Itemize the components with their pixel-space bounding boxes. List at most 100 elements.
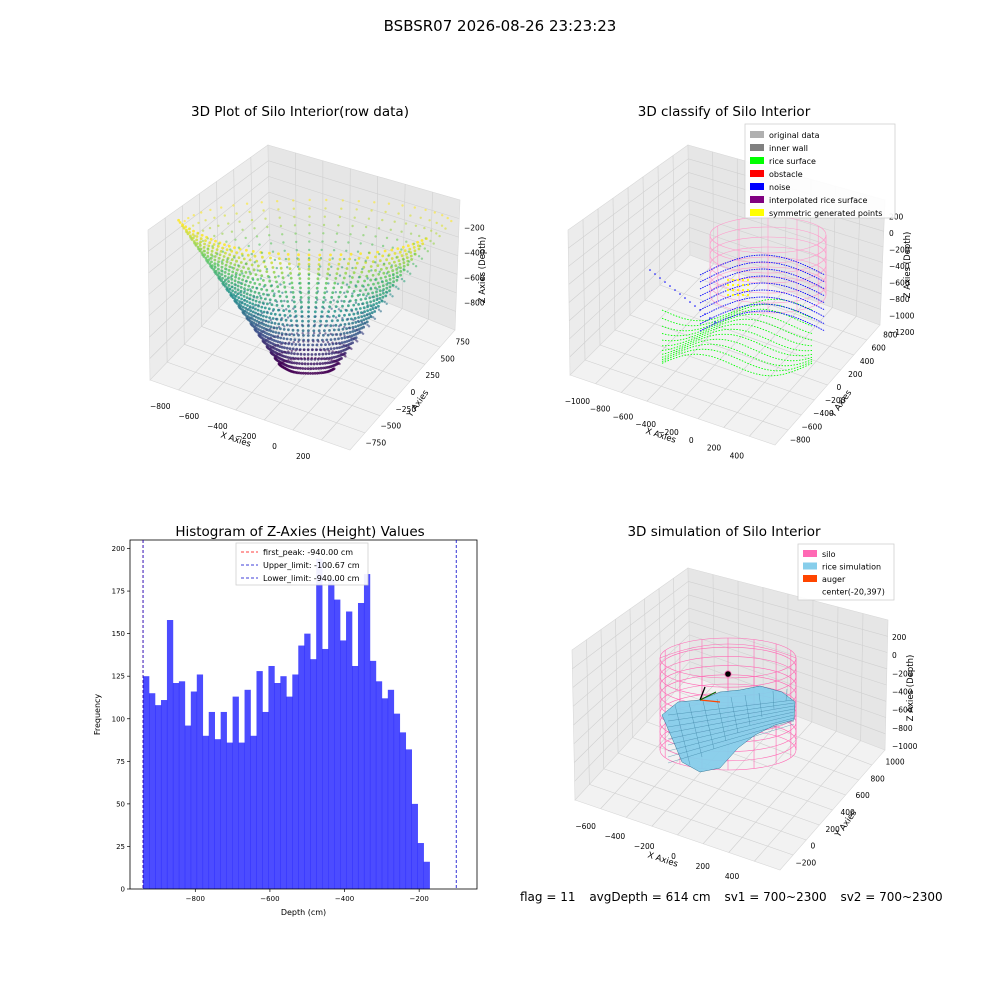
raw-point bbox=[254, 299, 258, 303]
raw-point bbox=[301, 332, 304, 335]
raw-point bbox=[336, 282, 340, 286]
raw-point bbox=[294, 324, 298, 327]
raw-point bbox=[347, 326, 351, 330]
raw-point bbox=[243, 302, 247, 306]
raw-point bbox=[257, 322, 261, 325]
raw-point bbox=[311, 348, 314, 351]
classify-z-tick-label: 0 bbox=[889, 229, 894, 238]
raw-point bbox=[231, 285, 234, 288]
raw-point bbox=[262, 292, 265, 296]
raw-point bbox=[311, 343, 315, 347]
raw-point bbox=[210, 260, 213, 264]
raw-point bbox=[319, 366, 323, 370]
raw-point bbox=[188, 234, 192, 238]
raw-point bbox=[221, 276, 224, 280]
raw-point bbox=[346, 290, 349, 294]
raw-point bbox=[235, 259, 238, 263]
raw-point bbox=[317, 267, 321, 271]
raw-point bbox=[208, 241, 212, 244]
raw-point bbox=[301, 319, 304, 323]
raw-point bbox=[348, 257, 352, 261]
raw-point bbox=[192, 240, 196, 243]
raw-point bbox=[236, 284, 240, 288]
raw-point bbox=[268, 298, 272, 302]
raw-point bbox=[421, 242, 425, 246]
raw-point bbox=[391, 246, 394, 249]
classify-symmetric-point bbox=[741, 293, 745, 297]
simulation-z-tick-label: −600 bbox=[892, 706, 913, 715]
raw-point bbox=[292, 207, 295, 210]
raw-point bbox=[223, 274, 227, 278]
histogram-y-tick-label: 125 bbox=[112, 673, 125, 681]
raw-point bbox=[256, 313, 260, 316]
simulation-mesh-line bbox=[758, 692, 763, 718]
raw-point bbox=[329, 338, 333, 341]
raw-point bbox=[221, 232, 224, 235]
raw-point bbox=[354, 258, 357, 262]
raw-point bbox=[295, 249, 298, 252]
raw-point bbox=[342, 276, 346, 280]
histogram-bar bbox=[149, 693, 156, 889]
raw-point bbox=[299, 352, 303, 356]
classify-z-axis-label: Z Axies (Depth) bbox=[903, 232, 913, 299]
raw-point bbox=[235, 212, 238, 215]
raw-point bbox=[378, 285, 381, 289]
raw-point bbox=[341, 281, 345, 285]
classify-rice-curve bbox=[661, 313, 813, 337]
classify-x-tick-label: 600 bbox=[752, 459, 767, 460]
raw-grid-line bbox=[199, 193, 202, 327]
simulation-grid-line bbox=[728, 731, 837, 853]
histogram-y-tick-label: 150 bbox=[112, 630, 125, 638]
classify-rice-curve bbox=[661, 323, 813, 347]
raw-point bbox=[326, 361, 329, 365]
classify-grid-line bbox=[672, 155, 676, 271]
raw-point bbox=[333, 309, 337, 313]
raw-point bbox=[332, 359, 336, 362]
raw-point bbox=[275, 300, 279, 303]
raw-point bbox=[307, 356, 310, 360]
raw-point bbox=[262, 279, 265, 282]
raw-point bbox=[200, 251, 204, 255]
raw-point bbox=[349, 280, 353, 284]
raw-point bbox=[294, 343, 298, 346]
classify-legend-swatch bbox=[750, 183, 764, 190]
simulation-legend-label: silo bbox=[822, 550, 836, 559]
raw-point bbox=[228, 253, 232, 257]
raw-point bbox=[270, 261, 274, 265]
raw-point bbox=[278, 294, 282, 298]
raw-point bbox=[321, 352, 325, 356]
raw-point bbox=[307, 340, 310, 343]
raw-point bbox=[278, 216, 281, 219]
raw-point bbox=[227, 269, 231, 272]
raw-point bbox=[335, 342, 338, 345]
raw-point bbox=[354, 301, 358, 304]
raw-grid-line bbox=[295, 152, 297, 266]
raw-point bbox=[281, 291, 284, 294]
raw-point bbox=[271, 250, 275, 253]
raw-point bbox=[297, 262, 301, 266]
raw-point bbox=[398, 250, 402, 254]
raw-point bbox=[334, 305, 338, 308]
raw-point bbox=[317, 357, 321, 360]
raw-point bbox=[334, 316, 338, 319]
raw-point bbox=[338, 258, 342, 261]
raw-point bbox=[314, 367, 318, 370]
raw-point bbox=[400, 254, 404, 258]
raw-point bbox=[252, 305, 255, 308]
raw-point bbox=[376, 250, 380, 254]
raw-point bbox=[288, 341, 291, 344]
raw-point bbox=[271, 330, 275, 334]
raw-point bbox=[215, 248, 219, 251]
raw-point bbox=[359, 242, 362, 245]
simulation-grid-line bbox=[574, 661, 886, 782]
raw-point bbox=[285, 346, 289, 350]
raw-point bbox=[257, 291, 261, 295]
raw-point bbox=[248, 258, 252, 262]
raw-point bbox=[358, 330, 361, 333]
raw-point bbox=[269, 329, 273, 333]
raw-point bbox=[350, 309, 354, 313]
simulation-grid-line bbox=[572, 607, 887, 707]
raw-point bbox=[381, 244, 385, 248]
raw-point bbox=[329, 324, 333, 327]
simulation-legend-label: auger bbox=[822, 575, 846, 584]
